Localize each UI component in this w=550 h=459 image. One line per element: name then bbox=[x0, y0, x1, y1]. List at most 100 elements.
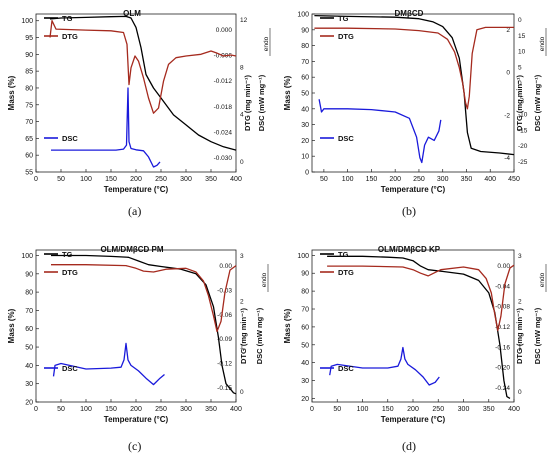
x-tick-label: 100 bbox=[80, 176, 92, 183]
dsc-tick-label: 0 bbox=[240, 389, 244, 396]
x-tick-label: 350 bbox=[205, 406, 217, 413]
x-tick-label: 300 bbox=[180, 406, 192, 413]
dsc-axis-label: DSC (mW mg⁻¹) bbox=[257, 74, 266, 131]
dtg-tick-label: -0.024 bbox=[214, 129, 233, 136]
x-tick-label: 50 bbox=[333, 406, 341, 413]
legend-label-dsc: DSC bbox=[338, 134, 354, 143]
panel-b-caption: (b) bbox=[402, 204, 416, 218]
endo-label: endo bbox=[261, 272, 268, 287]
x-axis-label: Temperature (°C) bbox=[381, 415, 446, 424]
series-line-dtg bbox=[51, 264, 237, 333]
x-tick-label: 250 bbox=[413, 176, 425, 183]
y-tick-label: 90 bbox=[301, 271, 309, 278]
x-tick-label: 150 bbox=[105, 176, 117, 183]
dsc-tick-label: -15 bbox=[518, 127, 528, 134]
y-tick-label: 70 bbox=[301, 59, 309, 66]
y-tick-label: 50 bbox=[301, 91, 309, 98]
panel-c: 0 50 100 150 200 250 300 350 4002030405060708090… bbox=[7, 245, 269, 424]
dtg-tick-label: -0.16 bbox=[495, 344, 510, 351]
x-tick-label: 300 bbox=[180, 176, 192, 183]
y-tick-label: 100 bbox=[297, 12, 309, 19]
dsc-tick-label: 1 bbox=[518, 344, 522, 351]
y-tick-label: 60 bbox=[301, 324, 309, 331]
dtg-tick-label: -0.06 bbox=[217, 312, 232, 319]
dsc-tick-label: 15 bbox=[518, 33, 526, 40]
dtg-axis-label: DTG (mg min⁻¹) bbox=[515, 307, 524, 364]
y-tick-label: 70 bbox=[301, 307, 309, 314]
dtg-tick-label: -0.012 bbox=[214, 78, 233, 85]
dtg-tick-label: -0.12 bbox=[217, 361, 232, 368]
x-tick-label: 150 bbox=[105, 406, 117, 413]
y-tick-label: 100 bbox=[297, 253, 309, 260]
y-tick-label: 30 bbox=[25, 381, 33, 388]
x-tick-label: 250 bbox=[155, 176, 167, 183]
dsc-tick-label: 0 bbox=[518, 17, 522, 24]
y-tick-label: 80 bbox=[25, 290, 33, 297]
series-line-tg bbox=[51, 254, 237, 395]
dsc-tick-label: 4 bbox=[240, 112, 244, 119]
dsc-tick-label: 0 bbox=[240, 159, 244, 166]
dsc-tick-label: -25 bbox=[518, 159, 528, 166]
y-tick-label: 30 bbox=[301, 378, 309, 385]
legend-label-dtg: DTG bbox=[62, 268, 78, 277]
x-tick-label: 150 bbox=[382, 406, 394, 413]
x-tick-label: 50 bbox=[57, 176, 65, 183]
y-tick-label: 40 bbox=[301, 106, 309, 113]
dtg-tick-label: 0.00 bbox=[497, 263, 510, 270]
y-tick-label: 40 bbox=[301, 360, 309, 367]
y-tick-label: 20 bbox=[25, 400, 33, 407]
y-axis-label: Mass (%) bbox=[7, 308, 16, 343]
legend-label-dsc: DSC bbox=[62, 134, 78, 143]
y-tick-label: 90 bbox=[25, 52, 33, 59]
y-tick-label: 60 bbox=[301, 75, 309, 82]
x-tick-label: 100 bbox=[80, 406, 92, 413]
y-tick-label: 60 bbox=[25, 153, 33, 160]
dtg-tick-label: -0.24 bbox=[495, 385, 510, 392]
x-tick-label: 300 bbox=[437, 176, 449, 183]
x-axis-label: Temperature (°C) bbox=[104, 185, 169, 194]
dtg-tick-label: -4 bbox=[504, 155, 510, 162]
y-axis-label: Mass (%) bbox=[7, 75, 16, 110]
y-tick-label: 40 bbox=[25, 363, 33, 370]
x-tick-label: 350 bbox=[205, 176, 217, 183]
series-line-dtg bbox=[314, 26, 514, 110]
panel-b: 50 100 150 200 250 300 350 400 45001020304050607… bbox=[283, 9, 547, 194]
dtg-tick-label: -0.08 bbox=[495, 304, 510, 311]
y-tick-label: 80 bbox=[301, 43, 309, 50]
panel-d-caption: (d) bbox=[402, 439, 416, 453]
dsc-tick-label: 0 bbox=[518, 80, 522, 87]
dsc-axis-label: DSC (mW mg⁻¹) bbox=[533, 74, 542, 131]
y-tick-label: 20 bbox=[301, 138, 309, 145]
series-line-dsc bbox=[51, 87, 161, 168]
legend-label-dsc: DSC bbox=[338, 364, 354, 373]
chart-title: OLM bbox=[123, 9, 141, 18]
y-tick-label: 0 bbox=[305, 170, 309, 177]
legend-label-dtg: DTG bbox=[338, 32, 354, 41]
dtg-tick-label: 0 bbox=[506, 70, 510, 77]
dtg-axis-label: DTG (mg min⁻¹) bbox=[239, 307, 248, 364]
y-tick-label: 50 bbox=[301, 342, 309, 349]
x-tick-label: 200 bbox=[130, 176, 142, 183]
y-tick-label: 60 bbox=[25, 326, 33, 333]
panel-a-caption: (a) bbox=[128, 204, 142, 218]
dsc-tick-label: 0 bbox=[518, 389, 522, 396]
dsc-tick-label: 12 bbox=[240, 17, 248, 24]
dsc-tick-label: -10 bbox=[518, 112, 528, 119]
endo-label: endo bbox=[539, 36, 546, 51]
y-tick-label: 100 bbox=[21, 18, 33, 25]
dsc-tick-label: 3 bbox=[518, 253, 522, 260]
dsc-tick-label: 1 bbox=[240, 344, 244, 351]
dsc-tick-label: 10 bbox=[518, 49, 526, 56]
y-tick-label: 95 bbox=[25, 35, 33, 42]
x-tick-label: 200 bbox=[407, 406, 419, 413]
dsc-tick-label: 5 bbox=[518, 64, 522, 71]
legend-label-tg: TG bbox=[62, 250, 73, 259]
y-axis-label: Mass (%) bbox=[283, 75, 292, 110]
series-line-tg bbox=[327, 255, 511, 399]
dsc-tick-label: -5 bbox=[518, 96, 524, 103]
legend-label-tg: TG bbox=[338, 14, 349, 23]
y-axis-label: Mass (%) bbox=[283, 308, 292, 343]
x-axis-label: Temperature (°C) bbox=[104, 415, 169, 424]
x-tick-label: 0 bbox=[34, 406, 38, 413]
